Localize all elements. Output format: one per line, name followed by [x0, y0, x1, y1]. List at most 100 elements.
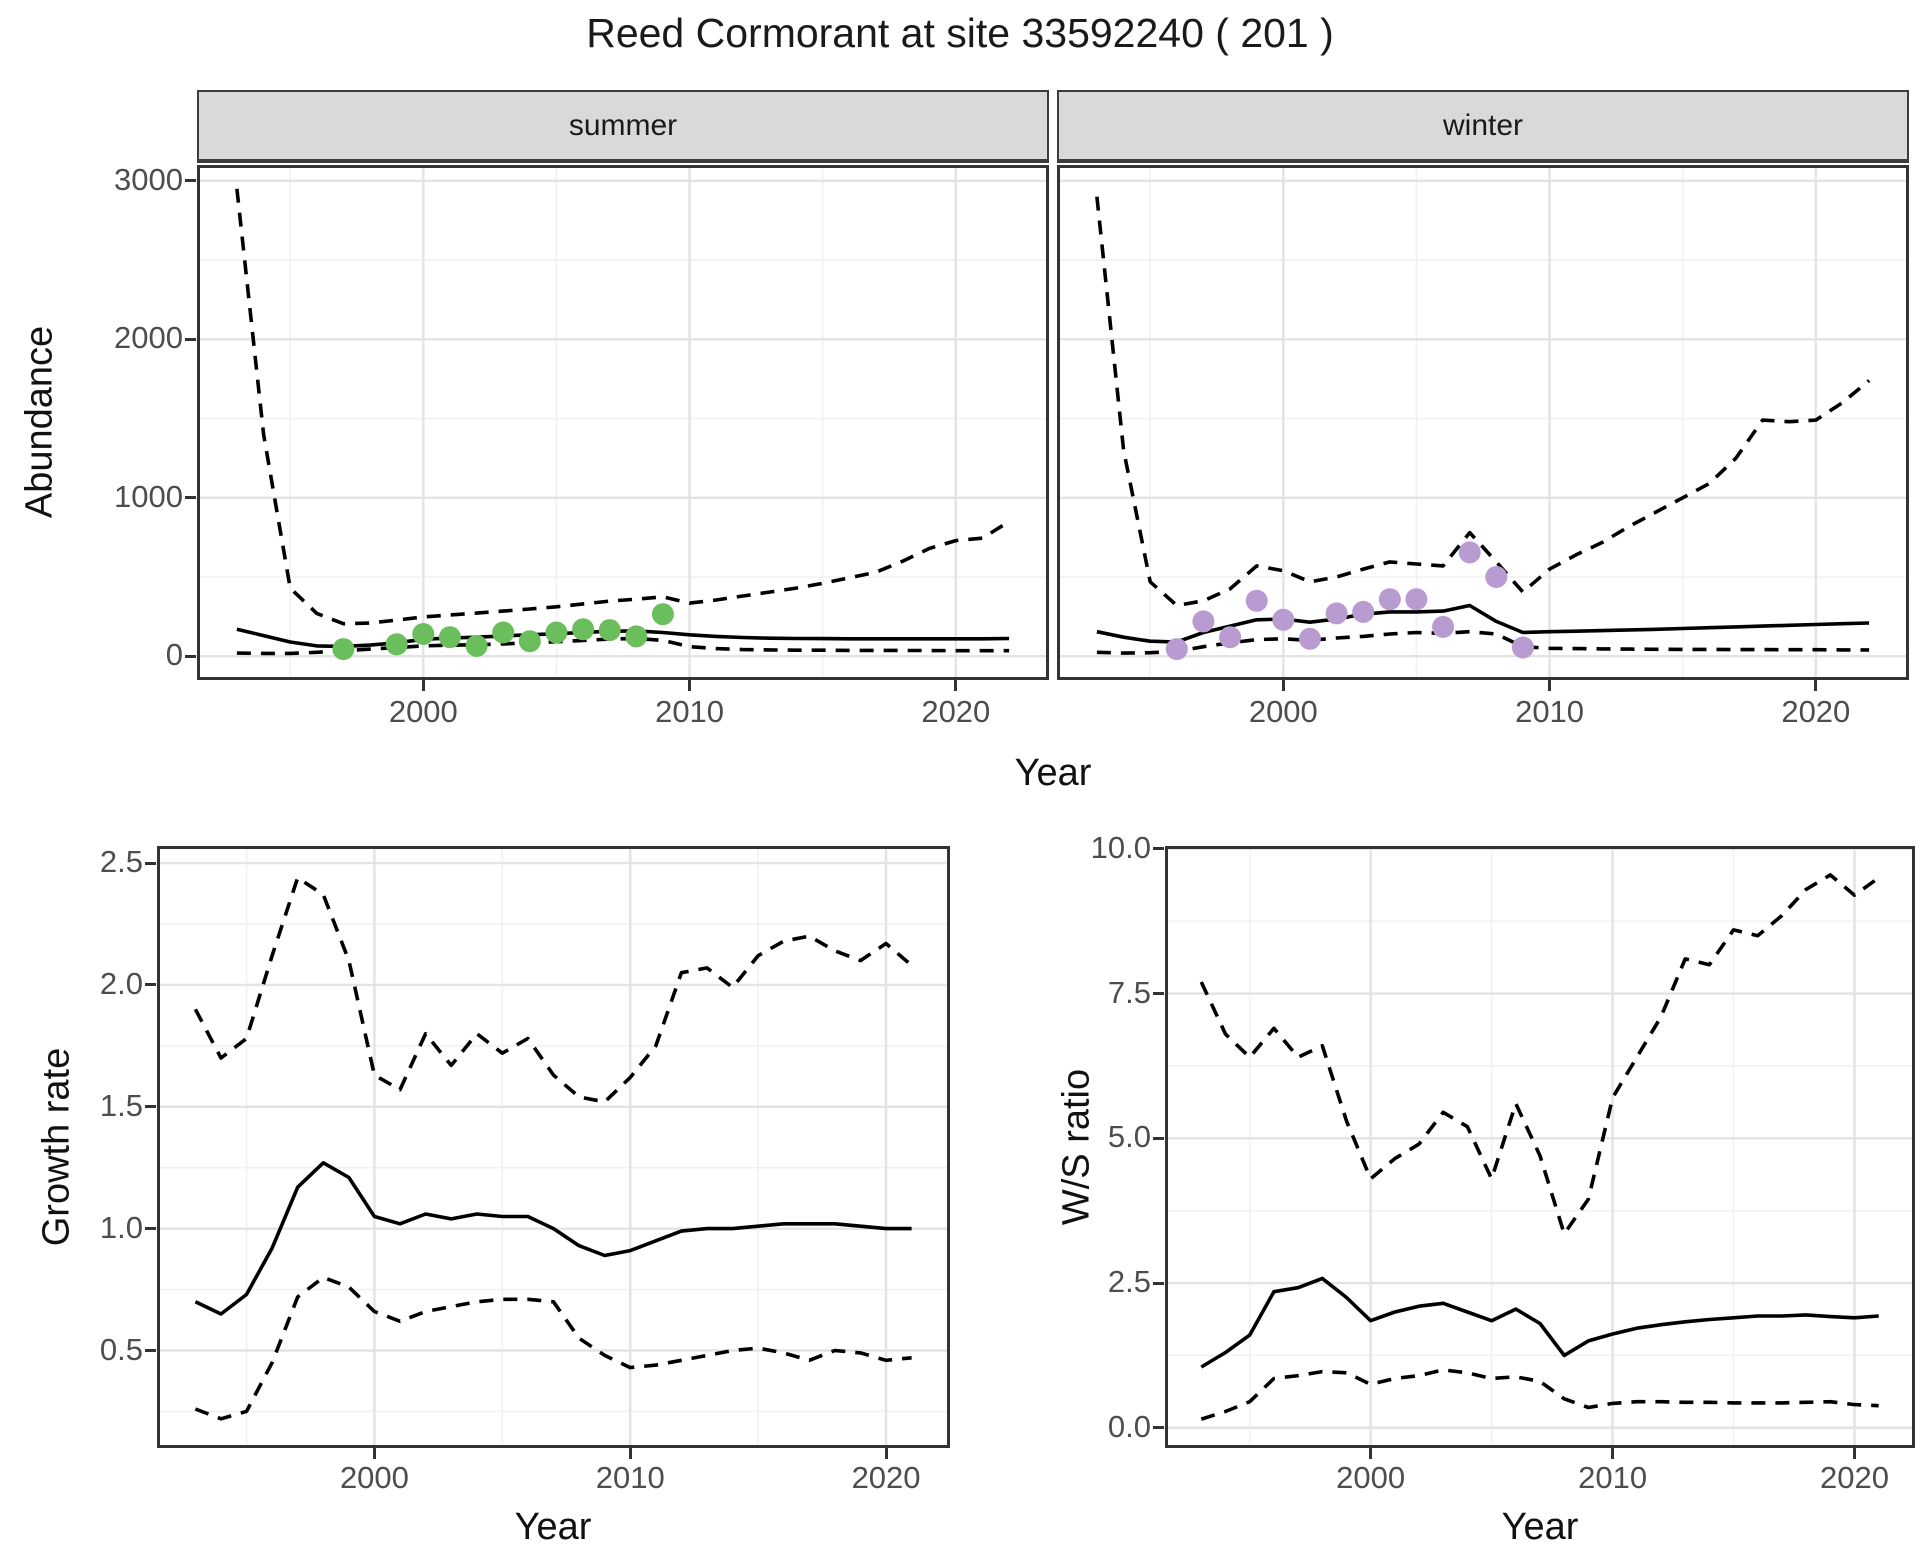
x-tick-label: 2020 [851, 1460, 921, 1495]
panel-background [197, 165, 1049, 680]
y-tick-label: 7.5 [1107, 974, 1151, 1010]
y-tick-mark [1153, 992, 1164, 996]
observed_counts_summer-point [625, 625, 648, 648]
observed_counts_winter-point [1192, 610, 1215, 633]
observed_counts_winter-point [1272, 608, 1295, 631]
x-tick-mark [372, 1448, 376, 1459]
observed_counts_winter-point [1245, 589, 1268, 612]
observed_counts_summer-point [545, 621, 568, 644]
x-tick-mark [421, 680, 425, 691]
observed_counts_winter-point [1378, 588, 1401, 611]
x-tick-mark [628, 1448, 632, 1459]
panel-border [197, 165, 1049, 680]
growth-rate-chart [157, 846, 950, 1448]
growth_rate-estimate-line [194, 1160, 912, 1316]
observed_counts_winter-point [1298, 627, 1321, 650]
abundance_summer-estimate-line [236, 627, 1010, 649]
growth_rate-upper_ci-line [193, 875, 913, 1104]
observed_counts_winter-point [1485, 566, 1508, 588]
y-tick-mark [185, 179, 196, 183]
panel-border [1165, 846, 1915, 1448]
y-tick-label: 1.0 [99, 1209, 143, 1245]
x-tick-label: 2000 [339, 1460, 409, 1495]
observed_counts_summer-point [572, 618, 595, 641]
x-tick-mark [688, 680, 692, 691]
x-tick-mark [1548, 680, 1552, 691]
observed_counts_winter-point [1405, 588, 1428, 611]
x-tick-mark [1369, 1448, 1373, 1459]
y-tick-label: 1000 [114, 478, 183, 514]
growth_rate-lower_ci-line [194, 1275, 912, 1421]
y-tick-label: 1.5 [99, 1087, 143, 1123]
x-tick-mark [1853, 1448, 1857, 1459]
x-axis-title-year-ws: Year [1501, 1506, 1579, 1548]
panel-background [157, 846, 950, 1448]
y-tick-mark [145, 1105, 156, 1109]
x-tick-mark [1281, 680, 1285, 691]
winter-abundance-chart [1057, 165, 1909, 680]
observed_counts_summer-point [438, 626, 461, 649]
y-tick-label: 10.0 [1090, 829, 1151, 865]
x-tick-mark [1611, 1448, 1615, 1459]
observed_counts_summer-point [518, 630, 541, 653]
x-tick-label: 2020 [921, 694, 991, 729]
x-tick-label: 2010 [595, 1460, 665, 1495]
ws_ratio-estimate-line [1200, 1276, 1879, 1369]
panel-border [157, 846, 950, 1448]
y-tick-mark [1153, 847, 1164, 851]
x-tick-mark [884, 1448, 888, 1459]
y-tick-label: 5.0 [1107, 1119, 1151, 1155]
panel-background [1165, 846, 1915, 1448]
abundance_winter-upper_ci-line [1095, 196, 1871, 608]
x-tick-mark [954, 680, 958, 691]
observed_counts_summer-point [651, 603, 674, 626]
x-axis-title-year-growth: Year [514, 1506, 592, 1548]
y-tick-label: 2.5 [1107, 1264, 1151, 1300]
observed_counts_winter-point [1352, 600, 1375, 623]
y-tick-label: 2.5 [99, 844, 143, 880]
y-axis-title-abundance: Abundance [18, 325, 61, 519]
ws_ratio-lower_ci-line [1200, 1368, 1879, 1421]
x-tick-label: 2000 [1336, 1460, 1406, 1495]
facet-strip-summer-label: summer [568, 108, 678, 142]
x-tick-label: 2000 [1248, 694, 1318, 729]
y-tick-label: 2.0 [99, 965, 143, 1001]
y-axis-title-ws-ratio: W/S ratio [1055, 1068, 1098, 1226]
observed_counts_winter-point [1458, 541, 1481, 564]
abundance_summer-upper_ci-line [235, 188, 1011, 626]
x-tick-label: 2020 [1820, 1460, 1889, 1495]
x-tick-label: 2010 [1578, 1460, 1648, 1495]
facet-strip-summer: summer [197, 90, 1049, 163]
figure-title: Reed Cormorant at site 33592240 ( 201 ) [586, 10, 1334, 56]
ws-ratio-chart [1165, 846, 1915, 1448]
y-tick-mark [145, 1227, 156, 1231]
observed_counts_summer-point [412, 623, 435, 645]
observed_counts_summer-point [465, 634, 488, 657]
y-tick-mark [1153, 1281, 1164, 1285]
y-tick-mark [145, 983, 156, 987]
abundance_summer-lower_ci-line [236, 636, 1010, 656]
y-axis-title-growth-rate: Growth rate [35, 1047, 78, 1247]
facet-strip-winter-label: winter [1442, 108, 1524, 142]
panel-border [1057, 165, 1909, 680]
ws_ratio-upper_ci-line [1199, 873, 1880, 1236]
observed_counts_summer-point [492, 621, 515, 644]
y-tick-label: 3000 [114, 161, 183, 197]
x-tick-label: 2010 [655, 694, 725, 729]
observed_counts_winter-point [1432, 615, 1455, 638]
y-tick-label: 2000 [114, 320, 183, 356]
y-tick-mark [1153, 1426, 1164, 1430]
y-tick-label: 0.0 [1107, 1408, 1151, 1444]
y-tick-mark [1153, 1136, 1164, 1140]
observed_counts_winter-point [1219, 626, 1242, 649]
observed_counts_summer-point [385, 633, 408, 656]
x-tick-label: 2010 [1515, 694, 1585, 729]
x-tick-label: 2020 [1781, 694, 1851, 729]
observed_counts_summer-point [332, 638, 355, 661]
y-tick-mark [185, 337, 196, 341]
observed_counts_winter-point [1165, 638, 1188, 661]
x-tick-label: 2000 [388, 694, 458, 729]
panel-background [1057, 165, 1909, 680]
y-tick-mark [145, 1349, 156, 1352]
